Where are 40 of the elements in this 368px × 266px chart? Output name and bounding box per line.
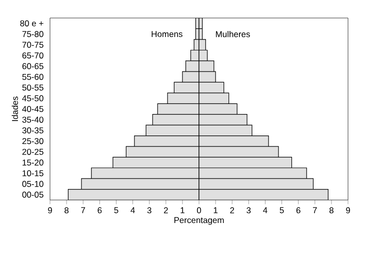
x-tick-label: 9 bbox=[346, 207, 350, 214]
y-tick-label: 65-70 bbox=[22, 52, 44, 58]
x-tick-label: 4 bbox=[263, 207, 268, 214]
x-tick-label: 3 bbox=[147, 207, 152, 214]
y-tick-label: 55-60 bbox=[22, 74, 44, 80]
y-tick-label: 50-55 bbox=[22, 84, 44, 91]
y-tick-label: 05-10 bbox=[22, 180, 44, 187]
y-tick-label: 60-65 bbox=[22, 63, 44, 70]
y-tick-label: 15-20 bbox=[22, 160, 44, 166]
x-tick-label: 5 bbox=[114, 207, 118, 214]
x-tick-label: 0 bbox=[196, 207, 202, 214]
x-tick-label: 1 bbox=[214, 207, 218, 214]
y-tick-label: 30-35 bbox=[22, 127, 44, 134]
y-tick-label: 25-30 bbox=[22, 138, 44, 144]
y-tick-label: 20-25 bbox=[22, 148, 44, 155]
y-tick-label: 10-15 bbox=[22, 170, 44, 176]
y-tick-label: 40-45 bbox=[22, 106, 44, 112]
y-axis-title: Idades bbox=[12, 96, 18, 121]
x-axis-title: Percentagem bbox=[174, 217, 224, 225]
y-tick-label: 75-80 bbox=[22, 31, 44, 38]
y-tick-label: 00-05 bbox=[22, 192, 44, 198]
y-tick-label: 35-40 bbox=[22, 116, 44, 123]
series-label: Homens bbox=[152, 31, 182, 38]
x-tick-label: 8 bbox=[329, 207, 334, 214]
x-tick-label: 6 bbox=[296, 207, 300, 214]
x-tick-label: 7 bbox=[81, 207, 86, 214]
x-tick-label: 3 bbox=[246, 207, 251, 214]
y-tick-label: 70-75 bbox=[22, 42, 44, 48]
x-tick-label: 2 bbox=[230, 207, 234, 214]
y-tick-label: 80 e + bbox=[20, 20, 44, 26]
y-tick-label: 45-50 bbox=[22, 95, 44, 102]
x-tick-label: 7 bbox=[312, 207, 317, 214]
x-tick-label: 8 bbox=[64, 207, 69, 214]
x-tick-label: 1 bbox=[180, 207, 184, 214]
x-tick-label: 2 bbox=[164, 207, 168, 214]
series-label: Mulheres bbox=[216, 30, 250, 38]
x-tick-label: 9 bbox=[48, 207, 52, 214]
x-tick-label: 6 bbox=[98, 207, 102, 214]
x-tick-label: 4 bbox=[130, 207, 135, 214]
x-tick-label: 5 bbox=[280, 207, 284, 214]
